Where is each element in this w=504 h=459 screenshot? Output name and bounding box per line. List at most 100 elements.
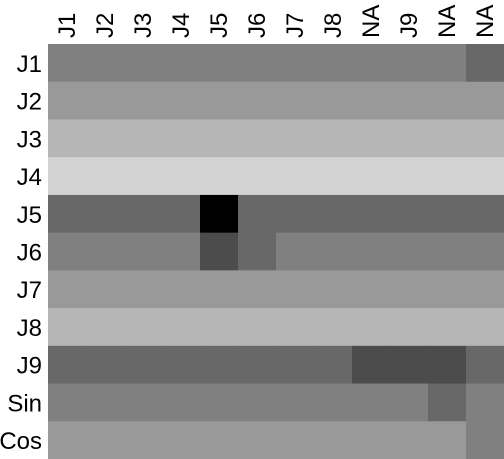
y-tick-label-4: J4: [17, 164, 42, 191]
heatmap-cell-r4-c7: [276, 157, 315, 196]
heatmap-cell-r11-c8: [314, 421, 353, 459]
heatmap-cell-r4-c10: [390, 157, 429, 196]
x-tick-label-1: J1: [54, 13, 81, 38]
heatmap-cell-r10-c11: [428, 383, 467, 422]
heatmap-cell-r9-c4: [162, 345, 201, 385]
heatmap-cell-r11-c1: [48, 421, 87, 459]
heatmap-cell-r9-c6: [238, 345, 277, 385]
heatmap-cell-r1-c11: [428, 44, 467, 83]
heatmap-cell-r5-c7: [276, 194, 315, 234]
heatmap-cell-r7-c11: [428, 270, 467, 309]
heatmap-cell-r11-c5: [200, 421, 239, 459]
heatmap-cell-r3-c10: [390, 119, 429, 158]
heatmap-cell-r10-c4: [162, 383, 201, 422]
heatmap-cell-r1-c12: [466, 44, 504, 83]
heatmap-cell-r11-c12: [466, 421, 504, 459]
heatmap-cell-r3-c1: [48, 119, 87, 158]
x-tick-label-12: NA: [472, 5, 499, 38]
heatmap-cell-r9-c9: [352, 345, 391, 385]
heatmap-cell-r8-c9: [352, 308, 391, 347]
x-tick-label-6: J6: [244, 13, 271, 38]
heatmap-cells: [48, 44, 504, 459]
heatmap-cell-r5-c4: [162, 194, 201, 234]
heatmap-cell-r2-c7: [276, 81, 315, 121]
y-tick-label-6: J6: [17, 240, 42, 267]
y-tick-label-5: J5: [17, 202, 42, 229]
heatmap-cell-r9-c7: [276, 345, 315, 385]
heatmap-cell-r5-c10: [390, 194, 429, 234]
heatmap-cell-r1-c10: [390, 44, 429, 83]
heatmap-cell-r11-c11: [428, 421, 467, 459]
heatmap-cell-r9-c5: [200, 345, 239, 385]
heatmap-cell-r10-c5: [200, 383, 239, 422]
heatmap-cell-r1-c5: [200, 44, 239, 83]
heatmap-cell-r2-c9: [352, 81, 391, 121]
heatmap-cell-r6-c11: [428, 232, 467, 271]
heatmap-cell-r6-c5: [200, 232, 239, 271]
heatmap-cell-r3-c9: [352, 119, 391, 158]
x-tick-label-2: J2: [92, 13, 119, 38]
x-tick-label-8: J8: [320, 13, 347, 38]
heatmap-cell-r2-c6: [238, 81, 277, 121]
heatmap-cell-r11-c4: [162, 421, 201, 459]
heatmap-cell-r10-c6: [238, 383, 277, 422]
heatmap-cell-r8-c5: [200, 308, 239, 347]
heatmap-cell-r1-c7: [276, 44, 315, 83]
heatmap-cell-r4-c6: [238, 157, 277, 196]
heatmap-cell-r6-c10: [390, 232, 429, 271]
x-tick-label-9: NA: [358, 5, 385, 38]
heatmap-cell-r6-c4: [162, 232, 201, 271]
heatmap-cell-r8-c3: [124, 308, 163, 347]
heatmap-cell-r7-c6: [238, 270, 277, 309]
heatmap-cell-r8-c12: [466, 308, 504, 347]
x-tick-label-4: J4: [168, 13, 195, 38]
heatmap-cell-r3-c5: [200, 119, 239, 158]
heatmap-cell-r4-c8: [314, 157, 353, 196]
y-tick-label-11: Cos: [0, 428, 42, 455]
heatmap-cell-r8-c7: [276, 308, 315, 347]
heatmap-cell-r4-c5: [200, 157, 239, 196]
heatmap-cell-r5-c1: [48, 194, 87, 234]
heatmap-cell-r5-c6: [238, 194, 277, 234]
heatmap-cell-r4-c3: [124, 157, 163, 196]
heatmap-cell-r8-c10: [390, 308, 429, 347]
heatmap-cell-r1-c3: [124, 44, 163, 83]
heatmap-cell-r11-c6: [238, 421, 277, 459]
heatmap-cell-r5-c8: [314, 194, 353, 234]
heatmap-cell-r7-c1: [48, 270, 87, 309]
heatmap-cell-r7-c2: [86, 270, 125, 309]
y-tick-label-2: J2: [17, 89, 42, 116]
x-tick-label-3: J3: [130, 13, 157, 38]
y-tick-label-3: J3: [17, 126, 42, 153]
heatmap-cell-r7-c4: [162, 270, 201, 309]
heatmap-cell-r5-c5: [200, 194, 239, 234]
heatmap-cell-r3-c4: [162, 119, 201, 158]
heatmap-cell-r4-c11: [428, 157, 467, 196]
heatmap-cell-r3-c8: [314, 119, 353, 158]
heatmap-cell-r2-c4: [162, 81, 201, 121]
y-tick-label-8: J8: [17, 315, 42, 342]
heatmap-cell-r10-c1: [48, 383, 87, 422]
x-tick-label-7: J7: [282, 13, 309, 38]
heatmap-cell-r1-c1: [48, 44, 87, 83]
heatmap-cell-r4-c2: [86, 157, 125, 196]
heatmap-cell-r11-c10: [390, 421, 429, 459]
heatmap-cell-r11-c3: [124, 421, 163, 459]
heatmap-cell-r3-c11: [428, 119, 467, 158]
y-tick-label-10: Sin: [7, 390, 42, 417]
y-tick-label-1: J1: [17, 51, 42, 78]
heatmap-cell-r6-c3: [124, 232, 163, 271]
heatmap-cell-r5-c9: [352, 194, 391, 234]
heatmap-cell-r9-c10: [390, 345, 429, 385]
heatmap-cell-r2-c2: [86, 81, 125, 121]
heatmap-cell-r5-c2: [86, 194, 125, 234]
heatmap-cell-r2-c10: [390, 81, 429, 121]
heatmap-cell-r7-c12: [466, 270, 504, 309]
heatmap-cell-r7-c5: [200, 270, 239, 309]
heatmap-cell-r7-c9: [352, 270, 391, 309]
heatmap-cell-r9-c8: [314, 345, 353, 385]
heatmap-cell-r3-c6: [238, 119, 277, 158]
heatmap-cell-r6-c8: [314, 232, 353, 271]
heatmap-cell-r4-c9: [352, 157, 391, 196]
x-tick-label-10: J9: [396, 13, 423, 38]
